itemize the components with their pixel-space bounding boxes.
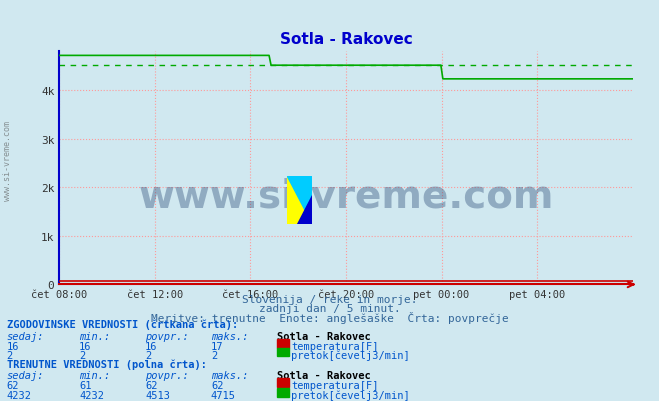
Text: povpr.:: povpr.:: [145, 331, 188, 341]
Text: 16: 16: [79, 341, 92, 351]
Text: zadnji dan / 5 minut.: zadnji dan / 5 minut.: [258, 303, 401, 313]
Text: Slovenija / reke in morje.: Slovenija / reke in morje.: [242, 295, 417, 305]
Text: sedaj:: sedaj:: [7, 331, 44, 341]
Text: 16: 16: [145, 341, 158, 351]
Text: Sotla - Rakovec: Sotla - Rakovec: [277, 370, 370, 380]
Text: Sotla - Rakovec: Sotla - Rakovec: [277, 331, 370, 341]
Polygon shape: [287, 176, 312, 225]
Text: 17: 17: [211, 341, 223, 351]
Text: 4232: 4232: [7, 390, 32, 400]
Polygon shape: [297, 196, 312, 225]
Text: www.si-vreme.com: www.si-vreme.com: [3, 120, 13, 200]
Text: sedaj:: sedaj:: [7, 370, 44, 380]
Text: min.:: min.:: [79, 331, 110, 341]
Text: 2: 2: [211, 350, 217, 360]
Title: Sotla - Rakovec: Sotla - Rakovec: [279, 32, 413, 47]
Text: maks.:: maks.:: [211, 331, 248, 341]
Text: Meritve: trenutne  Enote: anglešaške  Črta: povprečje: Meritve: trenutne Enote: anglešaške Črta…: [151, 311, 508, 323]
Text: 16: 16: [7, 341, 19, 351]
Text: povpr.:: povpr.:: [145, 370, 188, 380]
Text: TRENUTNE VREDNOSTI (polna črta):: TRENUTNE VREDNOSTI (polna črta):: [7, 359, 206, 369]
Text: 4715: 4715: [211, 390, 236, 400]
Text: 61: 61: [79, 380, 92, 390]
Text: temperatura[F]: temperatura[F]: [291, 341, 379, 351]
Text: pretok[čevelj3/min]: pretok[čevelj3/min]: [291, 350, 410, 360]
Text: 62: 62: [145, 380, 158, 390]
Text: ZGODOVINSKE VREDNOSTI (črtkana črta):: ZGODOVINSKE VREDNOSTI (črtkana črta):: [7, 319, 238, 329]
Text: maks.:: maks.:: [211, 370, 248, 380]
Text: 4232: 4232: [79, 390, 104, 400]
Polygon shape: [287, 176, 312, 225]
Text: 2: 2: [79, 350, 85, 360]
Text: min.:: min.:: [79, 370, 110, 380]
Text: 62: 62: [211, 380, 223, 390]
Text: 4513: 4513: [145, 390, 170, 400]
Text: www.si-vreme.com: www.si-vreme.com: [138, 177, 554, 215]
Text: temperatura[F]: temperatura[F]: [291, 380, 379, 390]
Text: 2: 2: [145, 350, 151, 360]
Text: 62: 62: [7, 380, 19, 390]
Text: 2: 2: [7, 350, 13, 360]
Text: pretok[čevelj3/min]: pretok[čevelj3/min]: [291, 390, 410, 400]
